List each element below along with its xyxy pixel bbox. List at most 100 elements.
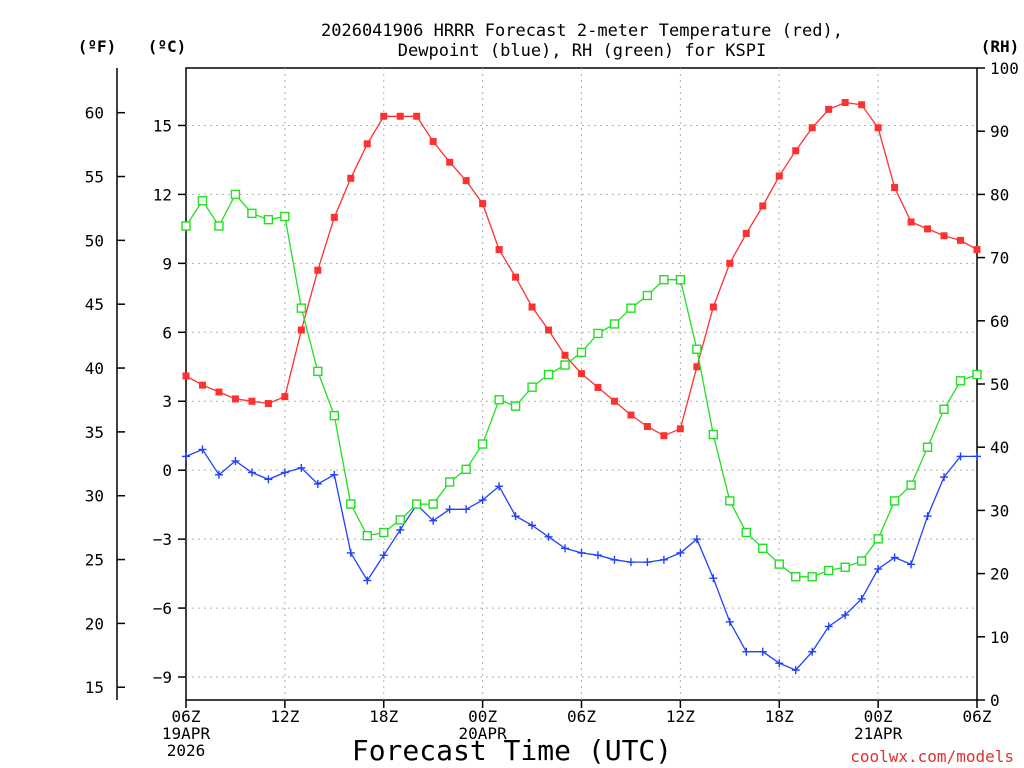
rh-point <box>791 572 801 582</box>
rh-point <box>873 534 883 544</box>
rh-point <box>856 556 867 566</box>
temperature-point <box>891 184 899 192</box>
rh-point <box>840 562 850 572</box>
dewpoint-point <box>495 482 504 491</box>
x-tick-label: 06Z <box>567 707 596 726</box>
rh-point <box>543 369 554 380</box>
dewpoint-point <box>808 647 817 656</box>
temperature-point <box>792 147 800 155</box>
dewpoint-point <box>593 551 602 560</box>
series-layer <box>181 98 982 675</box>
dewpoint-point <box>676 548 685 557</box>
celsius-tick-label: 9 <box>162 254 172 273</box>
fahrenheit-tick-label: 40 <box>85 359 104 378</box>
temperature-point <box>462 177 470 185</box>
series-2-meter-temperature <box>182 98 981 440</box>
rh-point <box>461 464 471 475</box>
dewpoint-point <box>973 452 981 461</box>
dewpoint-point <box>874 565 883 574</box>
dewpoint-point <box>379 551 388 560</box>
temperature-point <box>643 423 651 431</box>
celsius-tick-label: 3 <box>162 392 172 411</box>
temperature-point <box>858 101 866 109</box>
celsius-unit-label: (ºC) <box>148 37 187 56</box>
x-tick-label: 21APR <box>854 724 903 743</box>
dewpoint-point <box>247 468 256 477</box>
rh-tick-label: 50 <box>990 375 1009 394</box>
celsius-tick-label: 6 <box>162 323 172 342</box>
dewpoint-point <box>182 452 190 461</box>
temperature-point <box>182 372 190 380</box>
rh-point <box>444 477 455 487</box>
temperature-point <box>973 246 981 254</box>
rh-point <box>659 275 669 285</box>
temperature-point <box>660 432 668 440</box>
rh-point <box>362 530 372 541</box>
dewpoint-point <box>610 555 619 564</box>
temperature-point <box>479 200 487 208</box>
x-tick-label: 06Z <box>172 707 201 726</box>
rh-tick-label: 100 <box>990 59 1019 78</box>
fahrenheit-tick-label: 30 <box>85 487 104 506</box>
temperature-point <box>808 124 816 132</box>
rh-point <box>181 221 191 231</box>
celsius-tick-label: −3 <box>153 530 172 549</box>
x-tick-label: 06Z <box>963 707 992 726</box>
rh-point <box>247 208 257 219</box>
celsius-tick-label: −9 <box>153 668 172 687</box>
dewpoint-point <box>824 622 833 631</box>
rh-point <box>379 527 389 538</box>
x-tick-label: 00Z <box>864 707 893 726</box>
temperature-point <box>709 303 717 311</box>
dewpoint-point <box>775 659 784 668</box>
x-tick-label: 18Z <box>369 707 398 726</box>
rh-point <box>593 328 603 339</box>
temperature-point <box>215 388 223 396</box>
rh-point <box>823 565 834 576</box>
fahrenheit-tick-label: 15 <box>85 678 104 697</box>
rh-point <box>675 275 686 285</box>
rh-point <box>313 366 323 377</box>
fahrenheit-tick-label: 45 <box>85 295 104 314</box>
temperature-point <box>528 303 536 311</box>
dewpoint-point <box>396 525 405 534</box>
rh-point <box>692 344 702 354</box>
x-tick-label: 18Z <box>765 707 794 726</box>
dewpoint-point <box>264 475 273 484</box>
temperature-point <box>347 174 355 182</box>
rh-point <box>477 439 488 449</box>
temperature-point <box>578 370 585 378</box>
celsius-tick-label: 0 <box>162 461 172 480</box>
temperature-point <box>775 172 783 180</box>
dewpoint-point <box>544 532 553 541</box>
x-tick-label: 12Z <box>666 707 695 726</box>
dewpoint-point <box>577 548 586 557</box>
temperature-point <box>907 218 915 226</box>
celsius-tick-label: 15 <box>153 116 172 135</box>
dewpoint-point <box>758 647 767 656</box>
dewpoint-point <box>561 544 570 553</box>
rh-point <box>807 572 817 582</box>
fahrenheit-tick-label: 25 <box>85 551 104 570</box>
rh-point <box>972 369 982 380</box>
dewpoint-point <box>940 473 949 482</box>
fahrenheit-unit-label: (ºF) <box>78 37 117 56</box>
temperature-point <box>610 397 618 405</box>
dewpoint-point <box>857 594 866 603</box>
rh-point <box>197 196 208 206</box>
watermark: coolwx.com/models <box>850 747 1014 766</box>
rh-point <box>609 319 620 329</box>
temperature-point <box>512 273 520 281</box>
x-tick-label: 19APR <box>162 724 211 743</box>
dewpoint-point <box>330 470 339 479</box>
rh-point <box>955 376 966 386</box>
rh-point <box>395 515 405 525</box>
dewpoint-point <box>742 647 751 656</box>
temperature-point <box>726 259 734 267</box>
rh-point <box>922 442 933 452</box>
fahrenheit-tick-label: 60 <box>85 104 104 123</box>
rh-point <box>510 401 521 411</box>
dewpoint-point <box>923 512 932 521</box>
